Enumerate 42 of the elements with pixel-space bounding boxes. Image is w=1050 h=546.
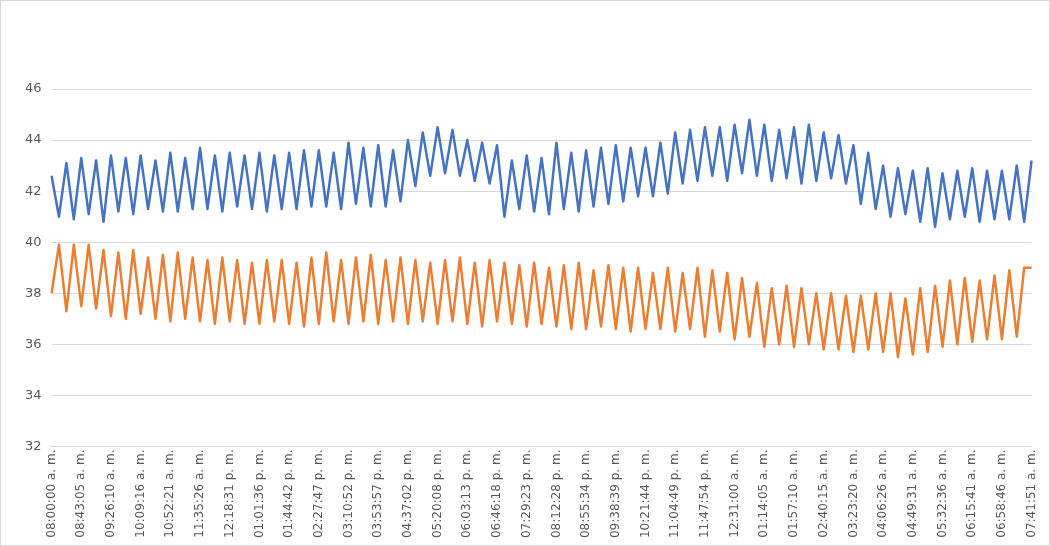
x-tick-label: 02:40:15 a. m. xyxy=(815,449,830,538)
x-tick-label: 06:58:46 a. m. xyxy=(994,449,1009,538)
y-tick-label: 44 xyxy=(25,131,42,147)
x-tick-label: 12:18:31 p. m. xyxy=(221,449,236,539)
x-tick-label: 03:23:20 a. m. xyxy=(845,449,860,538)
x-tick-label: 05:20:08 p. m. xyxy=(429,449,444,539)
x-tick-label: 06:46:18 p. m. xyxy=(489,449,504,539)
y-tick-label: 38 xyxy=(25,284,42,300)
x-tick-label: 07:41:51 a. m. xyxy=(1023,449,1038,538)
x-tick-label: 01:14:05 a. m. xyxy=(756,449,771,538)
x-tick-label: 04:37:02 p. m. xyxy=(400,449,415,539)
x-tick-label: 11:47:54 p. m. xyxy=(697,449,712,539)
x-tick-label: 01:01:36 p. m. xyxy=(251,449,266,539)
x-tick-label: 10:52:21 a. m. xyxy=(162,449,177,538)
x-tick-label: 06:03:13 p. m. xyxy=(459,449,474,539)
x-tick-label: 08:43:05 a. m. xyxy=(73,449,88,538)
x-tick-label: 11:35:26 a. m. xyxy=(192,449,207,538)
x-tick-label: 03:53:57 p. m. xyxy=(370,449,385,539)
x-tick-label: 03:10:52 p. m. xyxy=(340,449,355,539)
x-tick-label: 11:04:49 p. m. xyxy=(667,449,682,539)
y-tick-label: 40 xyxy=(25,233,42,249)
x-tick-label: 09:26:10 a. m. xyxy=(103,449,118,538)
x-tick-label: 07:29:23 p. m. xyxy=(518,449,533,539)
y-tick-label: 46 xyxy=(25,80,42,96)
x-tick-label: 02:27:47 p. m. xyxy=(310,449,325,539)
y-tick-label: 42 xyxy=(25,182,42,198)
x-tick-label: 08:12:28 p. m. xyxy=(548,449,563,539)
y-tick-label: 32 xyxy=(25,437,42,453)
x-tick-label: 06:15:41 a. m. xyxy=(964,449,979,538)
x-tick-label: 10:09:16 a. m. xyxy=(132,449,147,538)
x-tick-label: 04:06:26 a. m. xyxy=(875,449,890,538)
y-tick-label: 36 xyxy=(25,335,42,351)
x-tick-label: 01:57:10 a. m. xyxy=(786,449,801,538)
x-tick-label: 10:21:44 p. m. xyxy=(637,449,652,539)
x-tick-label: 01:44:42 p. m. xyxy=(281,449,296,539)
x-tick-label: 08:55:34 p. m. xyxy=(578,449,593,539)
x-tick-label: 12:31:00 a. m. xyxy=(726,449,741,538)
x-tick-label: 05:32:36 a. m. xyxy=(934,449,949,538)
x-tick-label: 04:49:31 a. m. xyxy=(904,449,919,538)
x-tick-label: 09:38:39 p. m. xyxy=(607,449,622,539)
y-tick-label: 34 xyxy=(25,386,42,402)
x-tick-label: 08:00:00 a. m. xyxy=(43,449,58,538)
